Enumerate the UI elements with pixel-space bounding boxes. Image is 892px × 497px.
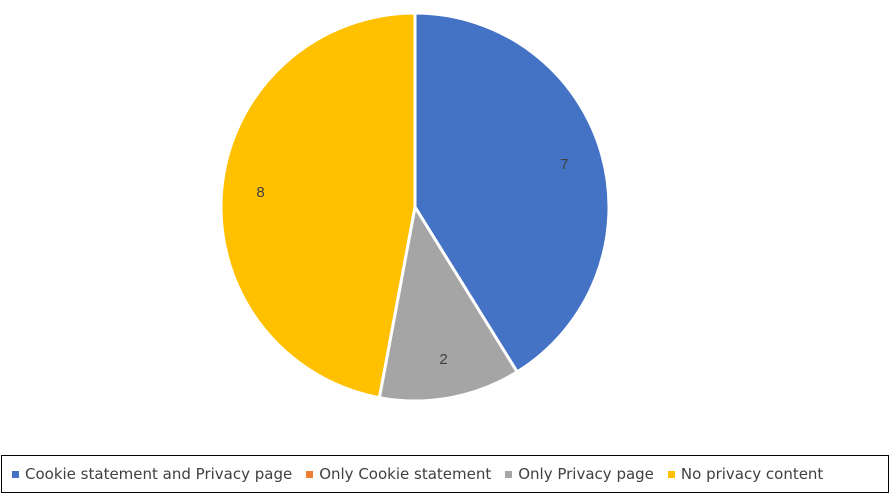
legend-swatch-cookie-and-privacy [12,470,19,478]
data-label-no-privacy: 8 [256,184,264,201]
legend-swatch-only-privacy [505,470,513,478]
legend-label-only-privacy: Only Privacy page [518,465,654,483]
data-labels: 7 2 8 [256,156,568,368]
legend-item-only-privacy: Only Privacy page [505,465,654,483]
legend-item-no-privacy: No privacy content [667,465,824,483]
legend-label-no-privacy: No privacy content [680,465,824,483]
legend-item-only-cookie: Only Cookie statement [306,465,491,483]
data-label-only-privacy: 2 [439,351,447,368]
pie-slice-no-privacy [219,11,417,400]
legend-swatch-only-cookie [306,470,314,478]
pie-slice-cookie-and-privacy [413,11,611,374]
legend-swatch-no-privacy [667,470,675,478]
pie-slice-only-privacy [377,205,519,403]
legend: Cookie statement and Privacy page Only C… [1,455,889,493]
legend-label-only-cookie: Only Cookie statement [319,465,492,483]
pie-chart: 7 2 8 [219,11,611,403]
data-label-cookie-and-privacy: 7 [560,156,568,173]
pie-slices [219,11,611,403]
legend-label-cookie-and-privacy: Cookie statement and Privacy page [25,465,293,483]
legend-item-cookie-and-privacy: Cookie statement and Privacy page [12,465,292,483]
